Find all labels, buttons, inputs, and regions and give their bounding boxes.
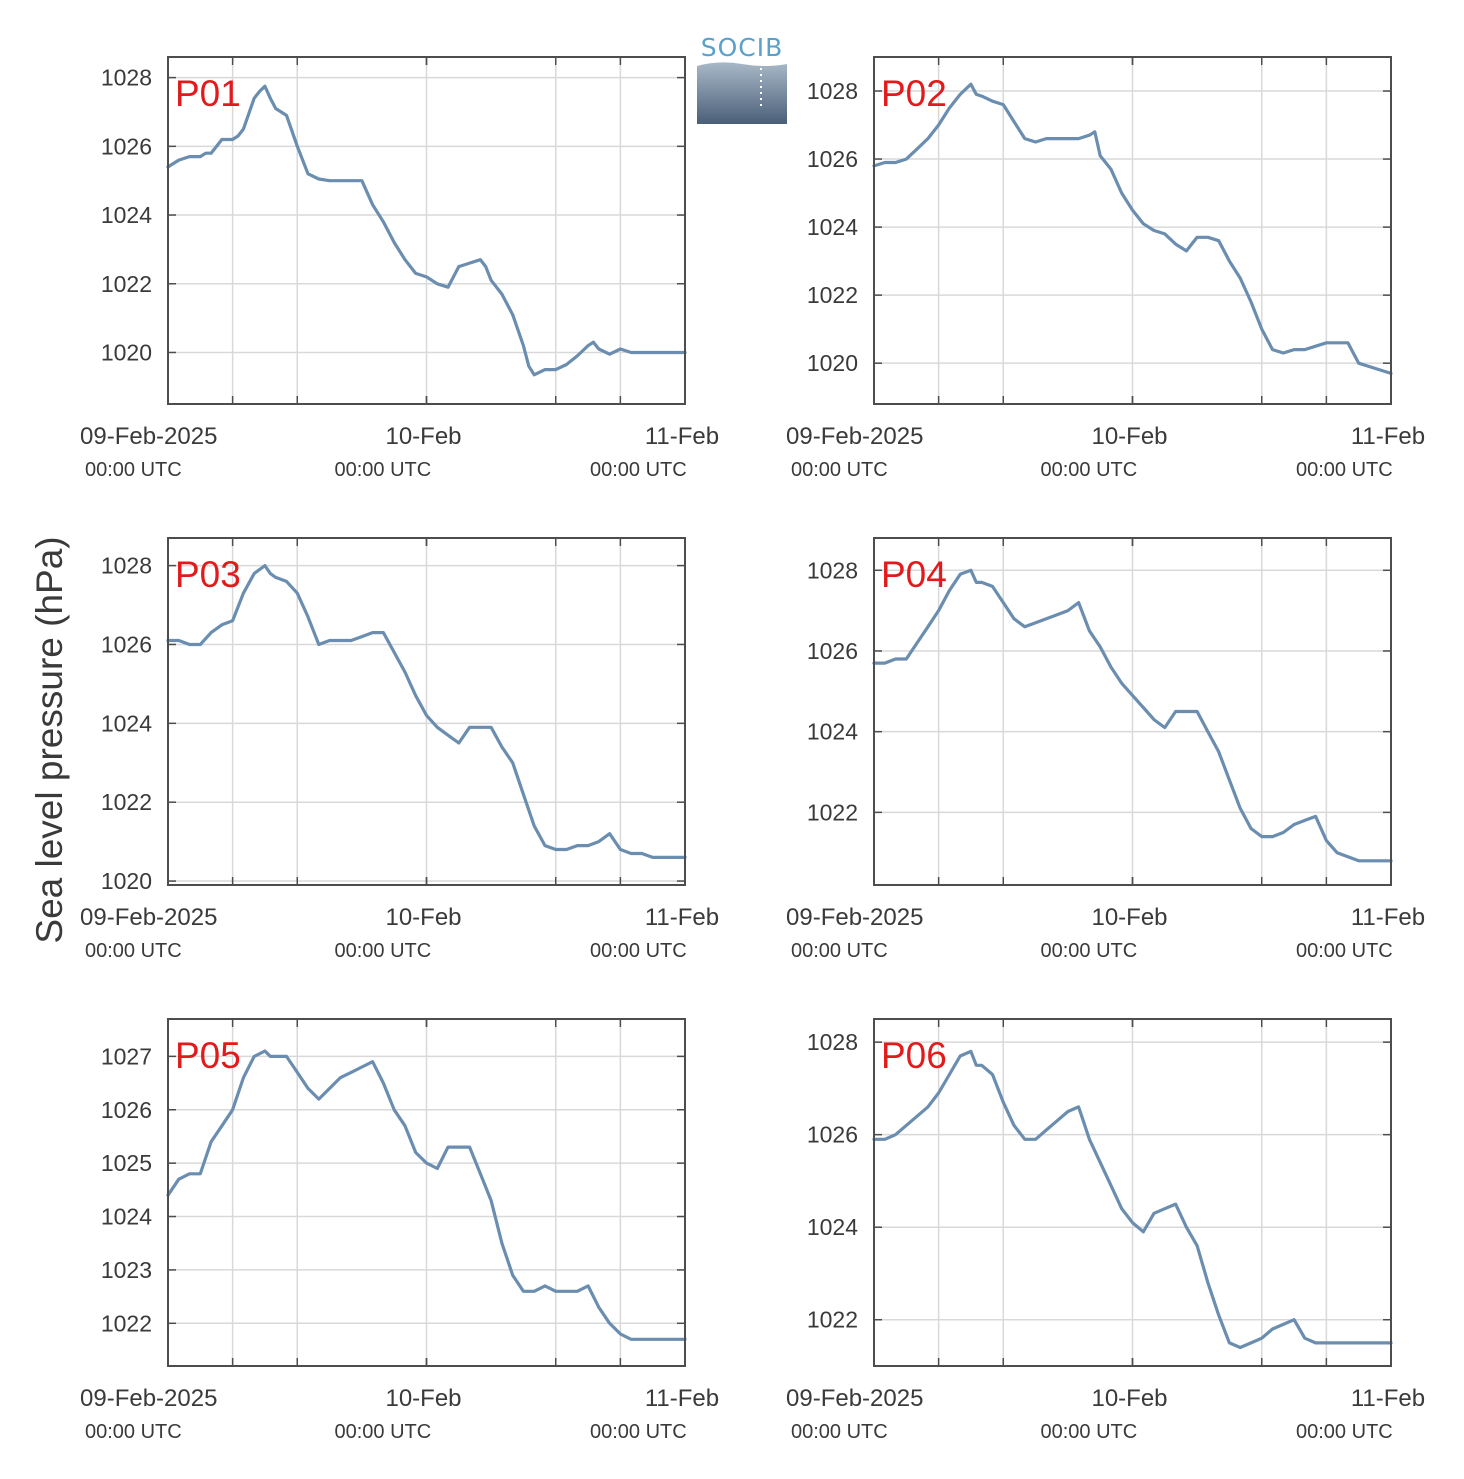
y-tick-label: 1022 [807, 282, 858, 308]
x-tick-sublabel: 00:00 UTC [85, 940, 182, 962]
panel-label: P01 [175, 73, 241, 114]
y-tick-label: 1022 [101, 1310, 152, 1336]
x-tick-label: 10-Feb [1091, 1385, 1167, 1412]
logo-emblem [697, 62, 787, 124]
x-tick-label: 10-Feb [385, 904, 461, 931]
x-tick-label: 11-Feb [1351, 423, 1425, 450]
x-tick-sublabel: 00:00 UTC [1296, 940, 1393, 962]
chart-panel-p02: 1020 1022 1024 1026 1028 09-Feb-2025 00:00 UTC… [786, 56, 1425, 481]
y-tick-label: 1026 [807, 146, 858, 172]
y-tick-label: 1026 [807, 1122, 858, 1148]
panel-label: P03 [175, 554, 241, 595]
y-tick-label: 1028 [807, 78, 858, 104]
y-tick-label: 1028 [807, 1029, 858, 1055]
chart-panel-p01: 1020 1022 1024 1026 1028 09-Feb-2025 00:00 UTC… [80, 56, 719, 481]
x-tick-label: 09-Feb-2025 [786, 1385, 923, 1412]
y-tick-label: 1024 [807, 719, 858, 745]
y-tick-label: 1024 [101, 1204, 152, 1230]
y-tick-label: 1024 [807, 1214, 858, 1240]
y-tick-label: 1028 [101, 65, 152, 91]
x-tick-label: 11-Feb [1351, 904, 1425, 931]
x-tick-label: 09-Feb-2025 [80, 1385, 217, 1412]
x-tick-sublabel: 00:00 UTC [1041, 1421, 1138, 1443]
plot-frame [167, 1018, 686, 1367]
logo-text: SOCIB [700, 33, 784, 62]
x-tick-label: 10-Feb [385, 423, 461, 450]
x-tick-sublabel: 00:00 UTC [791, 459, 888, 481]
series-line [166, 564, 687, 859]
y-tick-label: 1022 [101, 271, 152, 297]
x-tick-sublabel: 00:00 UTC [335, 459, 432, 481]
series-line [872, 568, 1393, 863]
x-tick-sublabel: 00:00 UTC [1041, 459, 1138, 481]
x-tick-label: 09-Feb-2025 [80, 423, 217, 450]
x-tick-label: 11-Feb [645, 1385, 719, 1412]
plot-frame [167, 56, 686, 405]
panel-label: P06 [881, 1035, 947, 1076]
x-tick-label: 10-Feb [385, 1385, 461, 1412]
y-tick-label: 1026 [807, 638, 858, 664]
plot-frame [873, 537, 1392, 886]
x-tick-label: 09-Feb-2025 [786, 423, 923, 450]
y-tick-label: 1020 [101, 339, 152, 365]
y-tick-label: 1026 [101, 631, 152, 657]
chart-panel-p04: 1022 1024 1026 1028 09-Feb-2025 00:00 UTC 10-F… [786, 537, 1425, 962]
x-tick-label: 09-Feb-2025 [80, 904, 217, 931]
chart-panel-p03: 1020 1022 1024 1026 1028 09-Feb-2025 00:00 UTC… [80, 537, 719, 962]
x-tick-sublabel: 00:00 UTC [791, 1421, 888, 1443]
x-tick-sublabel: 00:00 UTC [590, 940, 687, 962]
x-tick-label: 10-Feb [1091, 904, 1167, 931]
panel-label: P05 [175, 1035, 241, 1076]
plot-frame [873, 1018, 1392, 1367]
x-tick-sublabel: 00:00 UTC [1296, 1421, 1393, 1443]
y-tick-label: 1026 [101, 1097, 152, 1123]
panel-label: P04 [881, 554, 947, 595]
y-tick-label: 1022 [101, 789, 152, 815]
chart-panel-p06: 1022 1024 1026 1028 09-Feb-2025 00:00 UTC 10-F… [786, 1018, 1425, 1443]
y-tick-label: 1028 [101, 553, 152, 579]
x-tick-sublabel: 00:00 UTC [1041, 940, 1138, 962]
y-tick-label: 1024 [807, 214, 858, 240]
chart-panel-p05: 1022 1023 1024 1025 1026 1027 09-Feb-2025 00:00… [80, 1018, 719, 1443]
x-tick-label: 09-Feb-2025 [786, 904, 923, 931]
x-tick-sublabel: 00:00 UTC [791, 940, 888, 962]
panel-label: P02 [881, 73, 947, 114]
x-tick-label: 11-Feb [645, 423, 719, 450]
y-tick-label: 1026 [101, 133, 152, 159]
x-tick-sublabel: 00:00 UTC [335, 940, 432, 962]
series-line [872, 82, 1393, 375]
y-tick-label: 1024 [101, 202, 152, 228]
x-tick-sublabel: 00:00 UTC [335, 1421, 432, 1443]
series-line [872, 1049, 1393, 1350]
y-tick-label: 1027 [101, 1043, 152, 1069]
series-line [166, 84, 687, 377]
y-tick-label: 1023 [101, 1257, 152, 1283]
series-line [166, 1049, 687, 1341]
x-tick-sublabel: 00:00 UTC [590, 459, 687, 481]
x-tick-label: 11-Feb [645, 904, 719, 931]
y-tick-label: 1020 [101, 868, 152, 894]
plot-frame [873, 56, 1392, 405]
y-tick-label: 1025 [101, 1150, 152, 1176]
x-tick-sublabel: 00:00 UTC [590, 1421, 687, 1443]
x-tick-sublabel: 00:00 UTC [85, 1421, 182, 1443]
y-tick-label: 1028 [807, 557, 858, 583]
plot-frame [167, 537, 686, 886]
y-tick-label: 1024 [101, 710, 152, 736]
y-tick-label: 1022 [807, 1307, 858, 1333]
y-tick-label: 1022 [807, 799, 858, 825]
socib-logo: SOCIB [697, 34, 787, 124]
x-tick-label: 10-Feb [1091, 423, 1167, 450]
y-axis-label: Sea level pressure (hPa) [29, 536, 70, 944]
x-tick-label: 11-Feb [1351, 1385, 1425, 1412]
y-tick-label: 1020 [807, 350, 858, 376]
x-tick-sublabel: 00:00 UTC [85, 459, 182, 481]
x-tick-sublabel: 00:00 UTC [1296, 459, 1393, 481]
